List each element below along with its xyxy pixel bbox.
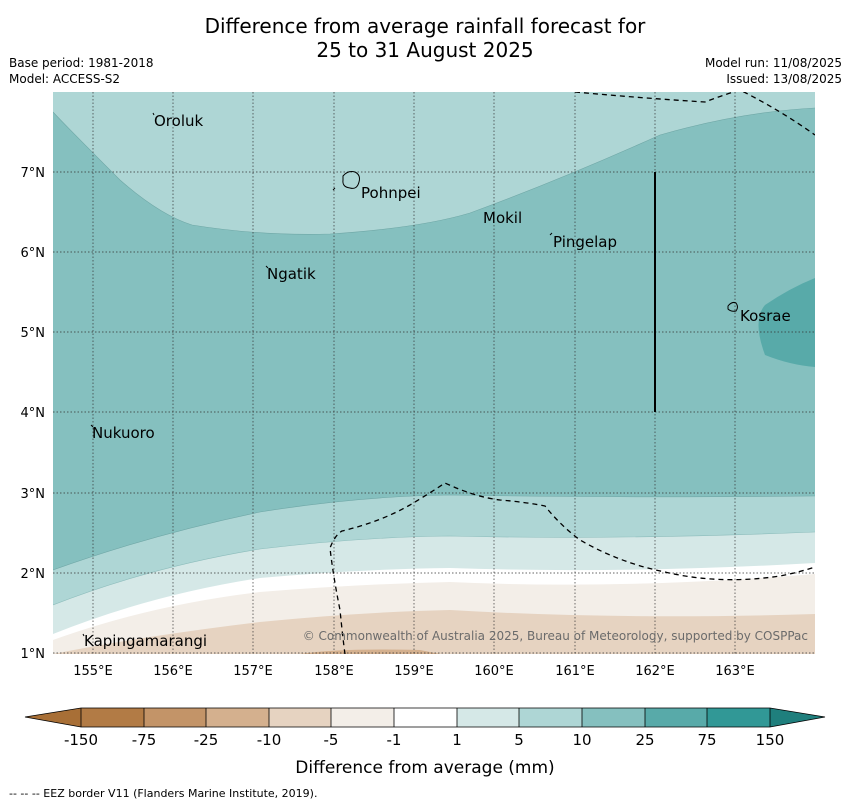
lat-tick-label: 5°N (21, 326, 46, 341)
kosrae-island (727, 301, 738, 312)
map-title-line1: Difference from average rainfall forecas… (204, 14, 646, 38)
lon-tick-label: 158°E (314, 664, 354, 679)
band-minus10-to-minus25 (300, 649, 440, 654)
lon-axis: 155°E 156°E 157°E 158°E 159°E 160°E 161°… (73, 664, 755, 679)
lon-tick-label: 159°E (394, 664, 434, 679)
colorbar-title: Difference from average (mm) (295, 758, 554, 778)
place-label-oroluk: Oroluk (154, 112, 203, 130)
lon-tick-label: 161°E (555, 664, 595, 679)
band-5-to-10-north (53, 92, 815, 235)
place-label-pohnpei: Pohnpei (361, 184, 421, 202)
colorbar-label: 25 (635, 731, 654, 749)
colorbar-label: -10 (257, 731, 282, 749)
nukuoro-atoll (90, 424, 94, 428)
colorbar-swatch (144, 708, 206, 727)
colorbar-label: -25 (194, 731, 219, 749)
colorbar-swatch (206, 708, 269, 727)
lat-tick-label: 6°N (21, 246, 46, 261)
band-25-to-75-east (758, 278, 815, 367)
colorbar-label: 75 (697, 731, 716, 749)
place-label-kosrae: Kosrae (740, 307, 791, 325)
model-run-label: Model run: 11/08/2025 (704, 56, 842, 70)
lon-tick-label: 155°E (73, 664, 113, 679)
eez-border (329, 92, 815, 654)
lat-tick-label: 2°N (21, 567, 46, 582)
colorbar-label: -150 (64, 731, 98, 749)
colorbar-swatch (519, 708, 582, 727)
issued-label: Issued: 13/08/2025 (726, 72, 842, 86)
place-label-mokil: Mokil (483, 209, 522, 227)
colorbar: -150 -75 -25 -10 -5 -1 1 5 10 25 75 150 … (24, 707, 826, 778)
kapingamarangi-atoll (82, 633, 85, 637)
lon-tick-label: 156°E (153, 664, 193, 679)
eez-legend: -- -- -- EEZ border V11 (Flanders Marine… (9, 787, 317, 800)
copyright-notice: © Commonwealth of Australia 2025, Bureau… (303, 629, 808, 643)
ngatik-atoll (265, 265, 269, 269)
colorbar-swatch (582, 708, 645, 727)
lat-tick-label: 1°N (21, 647, 46, 662)
colorbar-min-arrow (25, 708, 81, 727)
colorbar-label: 150 (756, 731, 785, 749)
colorbar-label: 1 (452, 731, 462, 749)
colorbar-swatch (331, 708, 394, 727)
map-title-line2: 25 to 31 August 2025 (316, 38, 534, 62)
colorbar-label: 5 (514, 731, 524, 749)
ant-atoll (332, 187, 336, 191)
place-label-pingelap: Pingelap (553, 233, 617, 251)
colorbar-swatch (394, 708, 457, 727)
place-label-ngatik: Ngatik (267, 265, 316, 283)
lat-tick-label: 3°N (21, 487, 46, 502)
model-label: Model: ACCESS-S2 (9, 72, 121, 86)
place-label-nukuoro: Nukuoro (92, 424, 155, 442)
lon-tick-label: 162°E (635, 664, 675, 679)
colorbar-label: -5 (324, 731, 339, 749)
pohnpei-island (342, 171, 360, 189)
colorbar-max-arrow (770, 708, 825, 727)
lon-tick-label: 163°E (715, 664, 755, 679)
oroluk-atoll (152, 112, 155, 116)
lon-tick-label: 160°E (474, 664, 514, 679)
lat-axis: 7°N 6°N 5°N 4°N 3°N 2°N 1°N (21, 166, 46, 662)
base-period-label: Base period: 1981-2018 (9, 56, 154, 70)
colorbar-label: 10 (572, 731, 591, 749)
place-label-kapingamarangi: Kapingamarangi (84, 632, 207, 650)
colorbar-swatch (457, 708, 519, 727)
lat-tick-label: 7°N (21, 166, 46, 181)
colorbar-label: -1 (387, 731, 402, 749)
pingelap-atoll (549, 232, 553, 236)
colorbar-swatch (707, 708, 770, 727)
colorbar-label: -75 (132, 731, 157, 749)
colorbar-swatch (645, 708, 707, 727)
contour-field: Oroluk Pohnpei Mokil Pingelap Ngatik Kos… (53, 92, 815, 654)
colorbar-swatch (81, 708, 144, 727)
colorbar-swatch (269, 708, 331, 727)
lon-tick-label: 157°E (233, 664, 273, 679)
band-minus5-to-minus10 (53, 610, 815, 654)
lat-tick-label: 4°N (21, 406, 46, 421)
